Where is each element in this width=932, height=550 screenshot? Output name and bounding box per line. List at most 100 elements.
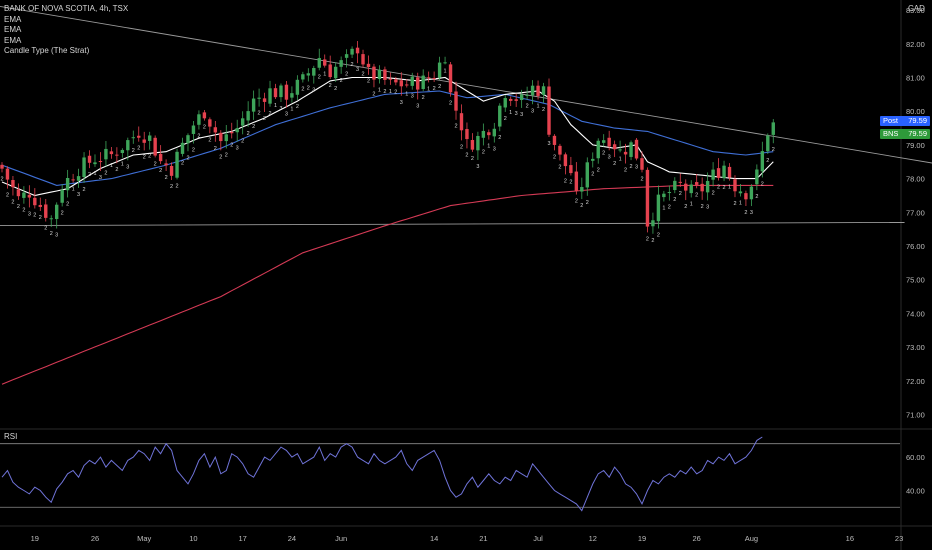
strat-label: 2: [165, 175, 168, 181]
strat-label: 3: [531, 108, 534, 114]
strat-label: 2: [258, 111, 261, 117]
strat-label: 3: [416, 103, 419, 109]
strat-label: 2: [723, 185, 726, 191]
strat-label: 2: [268, 111, 271, 117]
candle-body: [492, 128, 496, 137]
candle-body: [65, 178, 70, 191]
strat-label: 1: [427, 86, 430, 92]
axis-layer: 83.00 82.00 81.00 80.00 79.00 78.00 77.00 76.00…: [31, 6, 925, 543]
strat-label: 3: [515, 111, 518, 117]
strat-label: 2: [454, 124, 457, 130]
candle-body: [268, 88, 272, 104]
candle-body: [416, 77, 420, 90]
overlay-lines-layer: [0, 5, 932, 385]
strat-label: 3: [706, 204, 709, 210]
time-tick-label: 19: [638, 534, 646, 543]
strat-label: 3: [312, 88, 315, 94]
candle-body: [623, 151, 628, 155]
strat-label: 2: [154, 161, 157, 167]
candle-body: [169, 165, 174, 176]
strat-label: 1: [323, 72, 326, 78]
candle-body: [552, 135, 557, 145]
price-tick-label: 73.00: [906, 343, 925, 352]
strat-label: 2: [679, 191, 682, 197]
candle-body: [312, 68, 316, 76]
strat-label: 3: [28, 211, 31, 217]
candle-body: [388, 78, 393, 80]
strat-label: 2: [695, 192, 698, 198]
strat-label: 1: [619, 156, 622, 162]
ticker-price-tag: BNS 79.59: [880, 129, 930, 139]
ema-fast-line: [1, 76, 774, 197]
indicator-candle-type[interactable]: Candle Type (The Strat): [4, 46, 90, 55]
candle-body: [366, 63, 371, 68]
candle-body: [230, 131, 234, 134]
strat-label: 2: [651, 238, 654, 244]
strat-label: 2: [17, 204, 20, 210]
strat-label: 2: [334, 86, 337, 92]
strat-label: 3: [77, 192, 80, 198]
candle-body: [405, 84, 409, 86]
candle-body: [509, 98, 513, 101]
candle-body: [503, 98, 507, 108]
time-tick-label: 24: [288, 534, 296, 543]
candle-body: [694, 182, 699, 185]
strat-label: 1: [487, 144, 490, 150]
strat-label: 2: [11, 199, 14, 205]
candle-body: [290, 93, 294, 98]
strat-label: 2: [498, 135, 501, 141]
candle-body: [202, 112, 207, 119]
strat-label: 2: [296, 104, 299, 110]
rsi-tick-label: 60.00: [906, 453, 925, 462]
candle-body: [645, 169, 650, 227]
candle-body: [251, 98, 256, 112]
strat-label: 2: [701, 204, 704, 210]
rsi-title[interactable]: RSI: [4, 432, 18, 441]
candle-body: [224, 134, 228, 142]
strat-label: 2: [44, 226, 47, 232]
candle-body: [760, 151, 765, 172]
strat-label: 2: [192, 147, 195, 153]
indicator-ema-1[interactable]: EMA: [4, 14, 22, 24]
candle-body: [454, 91, 458, 111]
strat-label: 2: [214, 146, 217, 152]
candle-body: [361, 54, 365, 65]
candle-body: [432, 78, 436, 80]
strat-label: 2: [241, 138, 244, 144]
time-tick-label: 16: [846, 534, 854, 543]
strat-label: 2: [465, 152, 468, 158]
strat-label: 1: [662, 206, 665, 212]
strat-label: 2: [575, 199, 578, 205]
symbol-title: BANK OF NOVA SCOTIA, 4h, TSX: [4, 4, 129, 13]
strat-label: 2: [646, 236, 649, 242]
strat-label: 3: [236, 146, 239, 152]
candle-body: [87, 155, 92, 163]
candle-body: [602, 140, 606, 143]
strat-label: 2: [88, 172, 91, 178]
strat-label: 3: [493, 147, 496, 153]
strat-label: 2: [684, 204, 687, 210]
time-tick-label: Jul: [533, 534, 543, 543]
strat-label: 2: [301, 87, 304, 93]
strat-label: 2: [318, 74, 321, 80]
strat-label: 2: [640, 176, 643, 182]
candle-body: [525, 94, 529, 96]
candle-body: [607, 137, 611, 147]
strat-label: 1: [378, 88, 381, 94]
strat-label: 2: [668, 205, 671, 211]
strat-label: 1: [274, 103, 277, 109]
candle-body: [306, 73, 311, 76]
candles-layer: [0, 41, 775, 234]
indicator-ema-2[interactable]: EMA: [4, 25, 22, 34]
candle-body: [459, 113, 464, 131]
time-tick-label: 12: [589, 534, 597, 543]
indicator-ema-3[interactable]: EMA: [4, 35, 22, 45]
strat-label: 2: [33, 213, 36, 219]
candle-body: [536, 85, 540, 96]
strat-label: 2: [504, 116, 507, 122]
strat-label: 2: [733, 201, 736, 207]
strat-label: 2: [553, 154, 556, 160]
strat-label: 2: [433, 86, 436, 92]
